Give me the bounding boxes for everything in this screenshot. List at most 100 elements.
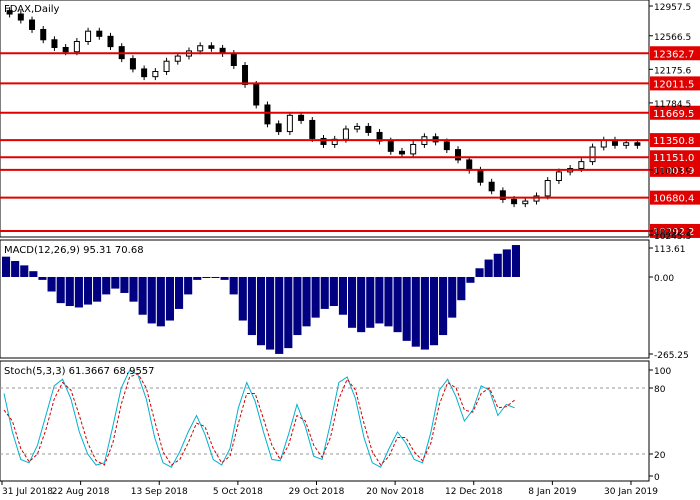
macd-histogram-bar bbox=[384, 276, 393, 327]
level-label-box bbox=[650, 162, 700, 177]
stoch-panel bbox=[0, 360, 650, 482]
stoch-axis-tick-label: 100 bbox=[654, 367, 671, 377]
macd-histogram-bar bbox=[448, 276, 457, 318]
candle-body bbox=[85, 30, 92, 42]
candle-body bbox=[141, 68, 148, 78]
candle-body bbox=[73, 40, 80, 53]
macd-histogram-bar bbox=[74, 276, 83, 308]
candle-body bbox=[242, 65, 249, 85]
macd-histogram-bar bbox=[120, 276, 129, 293]
macd-histogram-bar bbox=[147, 276, 156, 324]
macd-histogram-bar bbox=[20, 265, 29, 277]
x-axis-tick-label: 20 Nov 2018 bbox=[366, 487, 424, 497]
macd-histogram-bar bbox=[93, 276, 102, 302]
macd-histogram-bar bbox=[156, 276, 165, 327]
x-axis-tick-label: 29 Oct 2018 bbox=[289, 487, 345, 497]
macd-histogram-bar bbox=[2, 256, 11, 277]
macd-layer bbox=[2, 245, 520, 354]
level-label-box bbox=[650, 150, 700, 165]
axis-layer: 12957.5 12566.5 12175.6 11784.5 11003.9 10292… bbox=[1, 3, 691, 497]
macd-histogram-bar bbox=[411, 276, 420, 347]
macd-histogram-bar bbox=[11, 261, 20, 277]
candle-body bbox=[600, 139, 607, 148]
stoch-axis-tick-label: 80 bbox=[654, 385, 666, 395]
macd-title: MACD(12,26,9) 95.31 70.68 bbox=[4, 245, 144, 256]
x-axis-tick-label: 8 Jan 2019 bbox=[528, 487, 576, 497]
macd-histogram-bar bbox=[184, 276, 193, 295]
candle-body bbox=[578, 161, 585, 169]
x-axis-tick-label: 31 Jul 2018 bbox=[2, 487, 53, 497]
macd-histogram-bar bbox=[38, 276, 47, 280]
x-axis-tick-label: 12 Dec 2018 bbox=[445, 487, 503, 497]
level-label: 10680.4 bbox=[653, 194, 694, 205]
macd-histogram-bar bbox=[302, 276, 311, 327]
candle-body bbox=[298, 114, 305, 121]
macd-histogram-bar bbox=[402, 276, 411, 341]
level-label-box bbox=[650, 105, 700, 120]
level-label: 10292.2 bbox=[653, 227, 694, 238]
macd-histogram-bar bbox=[439, 276, 448, 336]
level-label-box bbox=[650, 133, 700, 148]
macd-axis-tick-label: -265.25 bbox=[654, 351, 689, 361]
candle-body bbox=[107, 35, 114, 48]
candle-body bbox=[286, 114, 293, 133]
price-chart-title: FDAX,Daily bbox=[4, 4, 60, 15]
candle-body bbox=[40, 28, 47, 41]
stoch-series-line bbox=[3, 369, 515, 468]
macd-histogram-bar bbox=[129, 276, 138, 302]
macd-histogram-bar bbox=[138, 276, 147, 315]
candle-body bbox=[410, 143, 417, 155]
macd-histogram-bar bbox=[475, 268, 484, 277]
stoch-axis-tick-label: 0 bbox=[654, 473, 660, 483]
macd-histogram-bar bbox=[211, 276, 220, 278]
level-label: 11003.9 bbox=[653, 166, 694, 177]
candle-body bbox=[354, 125, 361, 130]
candle-body bbox=[522, 200, 529, 205]
candle-body bbox=[163, 60, 170, 73]
candle-body bbox=[499, 190, 506, 200]
candle-body bbox=[197, 45, 204, 52]
macd-histogram-bar bbox=[493, 253, 502, 277]
candle-body bbox=[398, 150, 405, 155]
macd-histogram-bar bbox=[111, 276, 120, 289]
macd-histogram-bar bbox=[457, 276, 466, 301]
x-axis-tick-label: 13 Sep 2018 bbox=[131, 487, 188, 497]
price-axis-tick-label: 12175.6 bbox=[654, 66, 691, 76]
macd-histogram-bar bbox=[47, 276, 56, 292]
macd-histogram-bar bbox=[202, 276, 211, 278]
macd-histogram-bar bbox=[284, 276, 293, 349]
macd-histogram-bar bbox=[275, 276, 284, 354]
macd-histogram-bar bbox=[220, 276, 229, 280]
candle-body bbox=[253, 83, 260, 106]
macd-histogram-bar bbox=[420, 276, 429, 350]
macd-histogram-bar bbox=[429, 276, 439, 346]
macd-histogram-bar bbox=[266, 276, 275, 350]
candle-body bbox=[634, 142, 641, 146]
macd-histogram-bar bbox=[357, 276, 366, 333]
level-label: 12362.7 bbox=[653, 49, 694, 60]
levels-layer: 12362.7 12011.5 11669.5 11350.8 11151.0 11003… bbox=[0, 46, 700, 238]
x-axis-tick-label: 30 Jan 2019 bbox=[604, 487, 658, 497]
stoch-axis-tick-label: 20 bbox=[654, 451, 666, 461]
macd-histogram-bar bbox=[375, 276, 384, 324]
candle-body bbox=[17, 13, 24, 21]
level-label: 11151.0 bbox=[653, 153, 694, 164]
candle-body bbox=[589, 146, 596, 163]
candle-body bbox=[309, 119, 316, 139]
candle-body bbox=[208, 45, 215, 49]
candle-body bbox=[129, 58, 136, 70]
level-label-box bbox=[650, 76, 700, 91]
candle-body bbox=[488, 181, 495, 192]
macd-histogram-bar bbox=[311, 276, 320, 318]
macd-histogram-bar bbox=[348, 276, 357, 328]
price-layer bbox=[6, 7, 641, 208]
stoch-layer bbox=[0, 369, 649, 468]
price-axis-tick-label: 12566.5 bbox=[654, 33, 691, 43]
macd-axis-tick-label: 113.61 bbox=[654, 245, 686, 255]
candle-body bbox=[320, 137, 327, 145]
price-axis-tick-label: 10292.2 bbox=[654, 228, 691, 238]
macd-histogram-bar bbox=[256, 276, 266, 346]
level-label-box bbox=[650, 46, 700, 61]
macd-histogram-bar bbox=[466, 276, 475, 283]
stoch-series-line bbox=[3, 373, 515, 466]
